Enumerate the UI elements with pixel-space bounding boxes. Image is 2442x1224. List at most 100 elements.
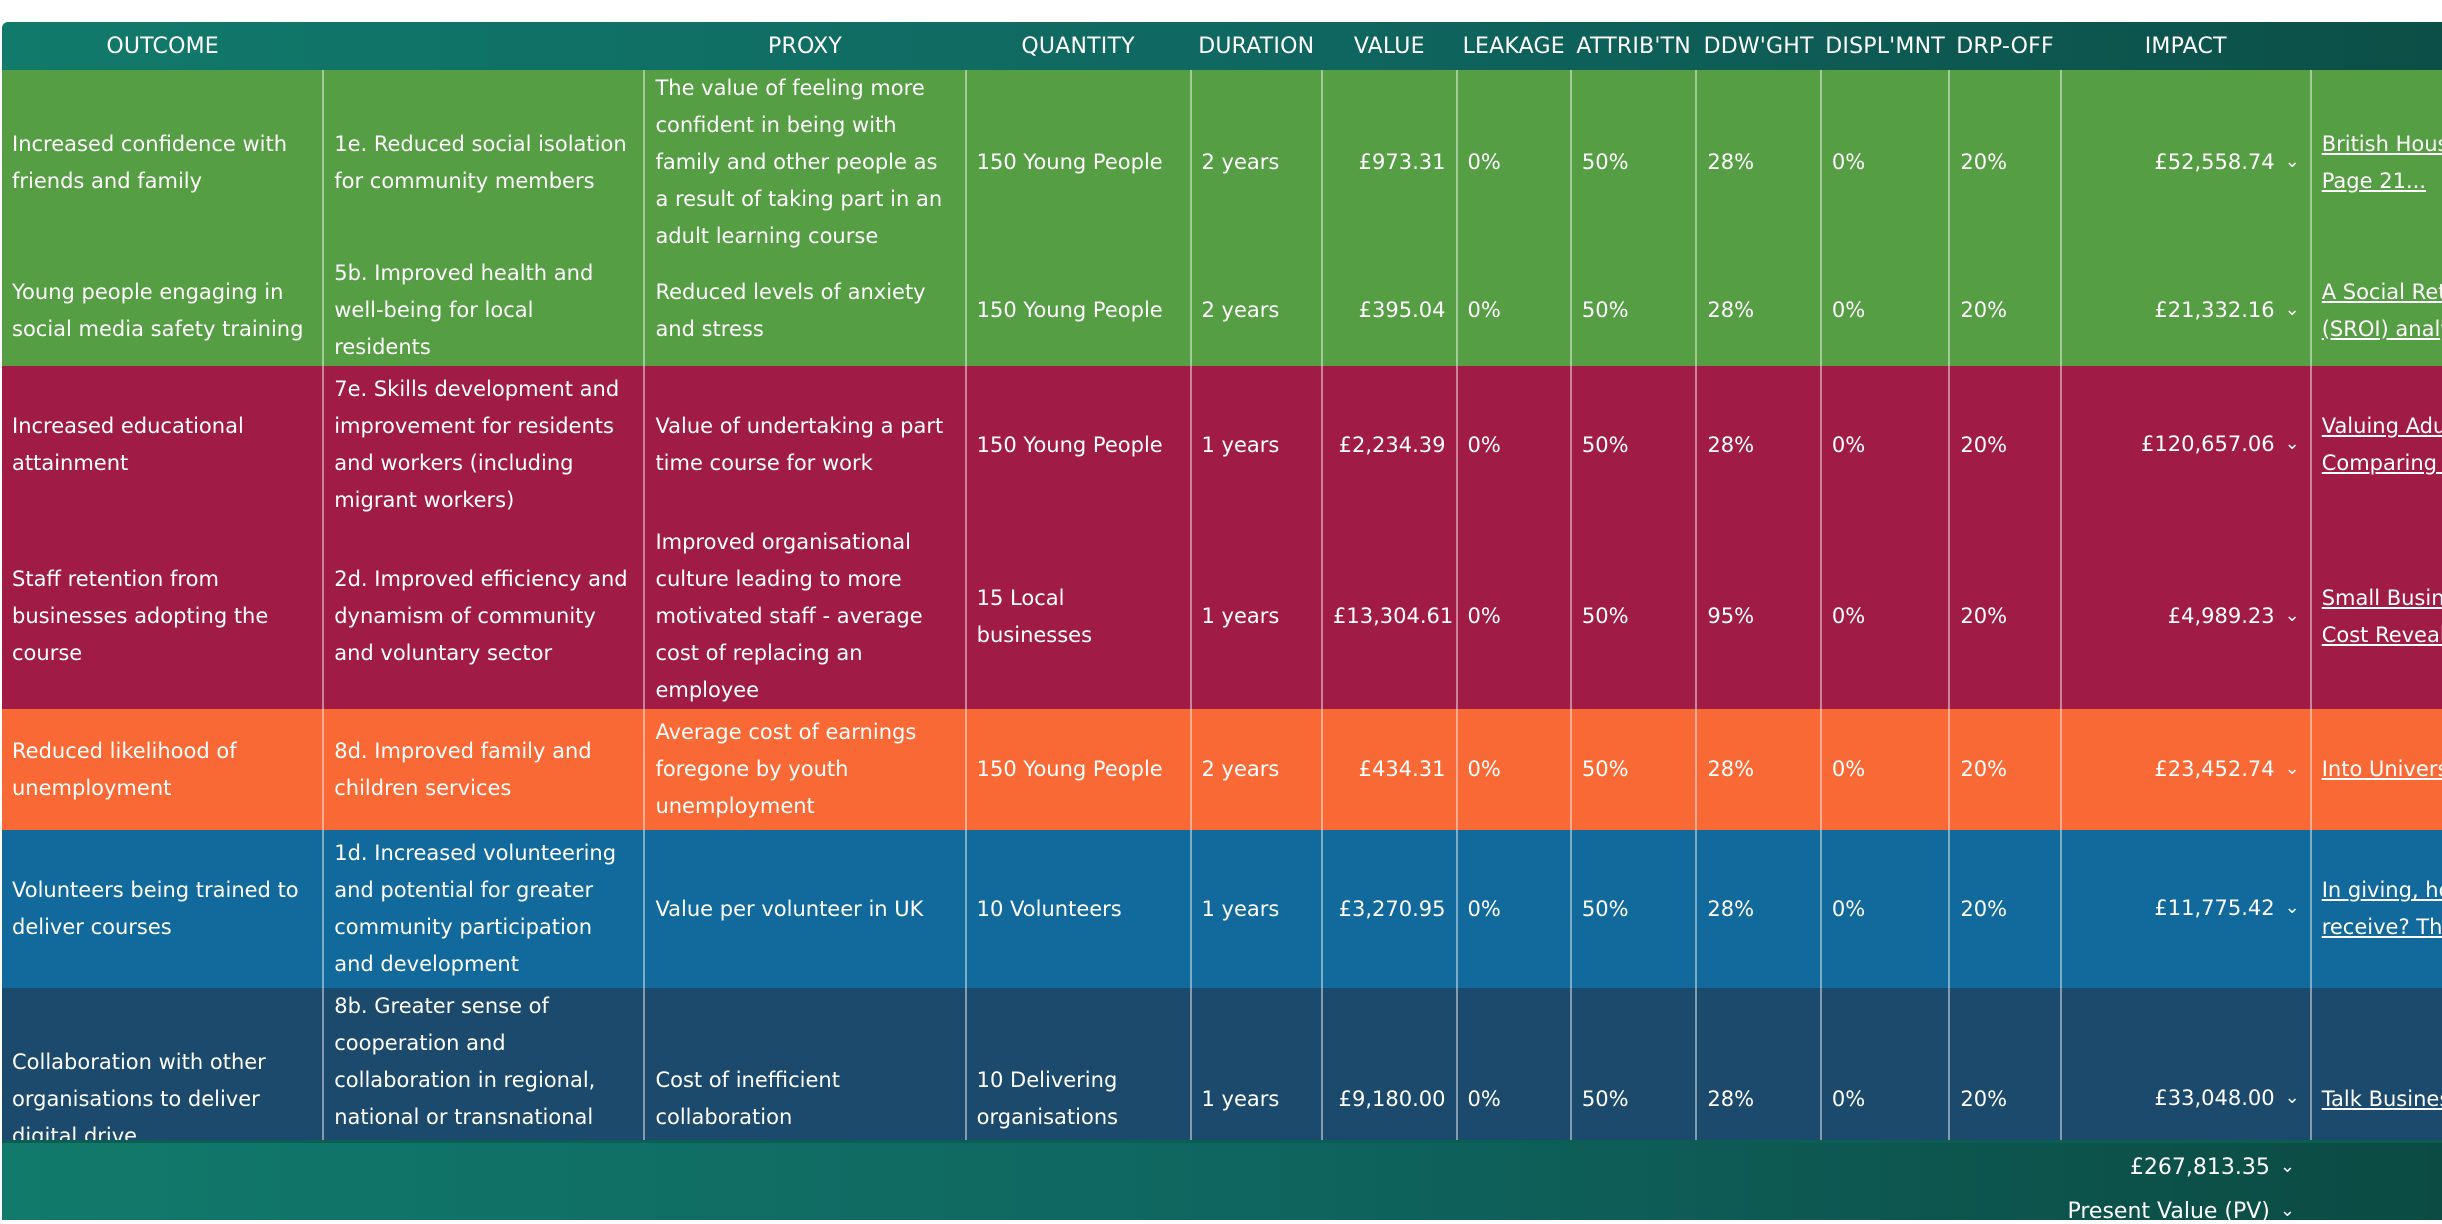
impact-cell[interactable]: £52,558.74 ⌄ xyxy=(2059,70,2311,255)
displacement-cell: 0% xyxy=(1819,524,1950,709)
outcome-category-cell: 2d. Improved efficiency and dynamism of … xyxy=(322,524,645,709)
impact-value: £120,657.06 xyxy=(2141,432,2275,456)
value-cell: £973.31 xyxy=(1321,70,1457,255)
table-footer: £267,813.35 ⌄ Present Value (PV) ⌄ xyxy=(2,1140,2442,1224)
source-link[interactable]: Valuing Adul xyxy=(2321,414,2442,438)
chevron-down-icon[interactable]: ⌄ xyxy=(2284,757,2300,779)
source-link[interactable]: In giving, how xyxy=(2321,878,2442,902)
deadweight-cell: 95% xyxy=(1695,524,1821,709)
quantity-cell: 150 Young People xyxy=(964,366,1191,524)
proxy-cell: Value of undertaking a part time course … xyxy=(643,366,966,524)
proxy-cell: The value of feeling more confident in b… xyxy=(643,70,966,255)
dropoff-cell: 20% xyxy=(1948,830,2061,988)
chevron-down-icon[interactable]: ⌄ xyxy=(2284,433,2300,454)
impact-table: OUTCOME PROXY QUANTITY DURATION VALUE LE… xyxy=(2,22,2442,1210)
header-quantity[interactable]: QUANTITY xyxy=(1021,33,1135,59)
header-attribution[interactable]: ATTRIB'TN xyxy=(1576,33,1691,59)
header-duration[interactable]: DURATION xyxy=(1198,33,1315,59)
outcome-category-cell: 7e. Skills development and improvement f… xyxy=(322,366,645,524)
value-cell: £434.31 xyxy=(1321,709,1457,830)
deadweight-cell: 28% xyxy=(1695,70,1821,255)
proxy-cell: Value per volunteer in UK xyxy=(643,830,966,988)
chevron-down-icon[interactable]: ⌄ xyxy=(2279,1156,2295,1177)
header-value[interactable]: VALUE xyxy=(1353,33,1425,59)
source-cell: Valuing Adul Comparing W xyxy=(2309,366,2442,524)
dropoff-cell: 20% xyxy=(1948,366,2061,524)
header-displacement[interactable]: DISPL'MNT xyxy=(1825,33,1945,59)
source-link[interactable]: Into Univers xyxy=(2321,757,2442,781)
impact-cell[interactable]: £11,775.42 ⌄ xyxy=(2059,830,2311,988)
source-link[interactable]: Talk Busines xyxy=(2321,1086,2442,1111)
leakage-cell: 0% xyxy=(1455,524,1571,709)
outcome-cell: Increased confidence with friends and fa… xyxy=(2,70,324,255)
header-deadweight[interactable]: DDW'GHT xyxy=(1703,33,1814,59)
table-row: Young people engaging in social media sa… xyxy=(2,255,2442,366)
source-link-continued[interactable]: Cost Reveale xyxy=(2321,622,2442,647)
chevron-down-icon[interactable]: ⌄ xyxy=(2279,1200,2295,1221)
attribution-cell: 50% xyxy=(1569,70,1697,255)
source-cell: British Hous Page 21... xyxy=(2309,70,2442,255)
impact-cell[interactable]: £23,452.74 ⌄ xyxy=(2059,709,2311,830)
impact-table-container: OUTCOME PROXY QUANTITY DURATION VALUE LE… xyxy=(2,22,2442,1220)
impact-cell[interactable]: £120,657.06 ⌄ xyxy=(2059,366,2311,524)
proxy-cell: Average cost of earnings foregone by you… xyxy=(643,709,966,830)
header-dropoff[interactable]: DRP-OFF xyxy=(1956,33,2054,59)
impact-cell[interactable]: £21,332.16 ⌄ xyxy=(2059,255,2311,366)
source-link-continued[interactable]: Comparing W xyxy=(2321,451,2442,475)
source-link-continued[interactable]: Page 21... xyxy=(2321,168,2426,193)
impact-value: £21,332.16 xyxy=(2154,297,2275,322)
leakage-cell: 0% xyxy=(1455,366,1571,524)
leakage-cell: 0% xyxy=(1455,709,1571,830)
deadweight-cell: 28% xyxy=(1695,255,1821,366)
table-row: Volunteers being trained to deliver cour… xyxy=(2,830,2442,988)
outcome-cell: Volunteers being trained to deliver cour… xyxy=(2,830,324,988)
source-link[interactable]: British Hous xyxy=(2321,131,2442,156)
source-link-continued[interactable]: (SROI) analy xyxy=(2321,316,2442,341)
chevron-down-icon[interactable]: ⌄ xyxy=(2284,897,2300,918)
quantity-cell: 150 Young People xyxy=(964,255,1191,366)
source-cell: In giving, how receive? The xyxy=(2309,830,2442,988)
header-outcome-category xyxy=(323,22,644,70)
value-cell: £13,304.61 xyxy=(1321,524,1457,709)
present-value[interactable]: Present Value (PV) ⌄ xyxy=(2067,1199,2295,1224)
displacement-cell: 0% xyxy=(1819,70,1950,255)
outcome-category-cell: 8d. Improved family and children service… xyxy=(322,709,645,830)
impact-value: £4,989.23 xyxy=(2167,603,2275,628)
table-row: Increased educational attainment 7e. Skil… xyxy=(2,366,2442,524)
quantity-cell: 10 Volunteers xyxy=(964,830,1191,988)
chevron-down-icon[interactable]: ⌄ xyxy=(2284,604,2300,626)
outcome-category-cell: 1e. Reduced social isolation for communi… xyxy=(322,70,645,255)
source-cell: A Social Retu (SROI) analy xyxy=(2309,255,2442,366)
quantity-cell: 150 Young People xyxy=(964,70,1191,255)
attribution-cell: 50% xyxy=(1569,255,1697,366)
header-leakage[interactable]: LEAKAGE xyxy=(1462,33,1565,59)
deadweight-cell: 28% xyxy=(1695,709,1821,830)
outcome-cell: Staff retention from businesses adopting… xyxy=(2,524,324,709)
value-cell: £395.04 xyxy=(1321,255,1457,366)
chevron-down-icon[interactable]: ⌄ xyxy=(2284,1087,2300,1108)
duration-cell: 2 years xyxy=(1189,70,1322,255)
header-outcome[interactable]: OUTCOME xyxy=(106,33,219,59)
header-source[interactable]: S xyxy=(2311,22,2442,70)
total-impact[interactable]: £267,813.35 ⌄ xyxy=(2130,1155,2295,1180)
impact-cell[interactable]: £4,989.23 ⌄ xyxy=(2059,524,2311,709)
proxy-cell: Reduced levels of anxiety and stress xyxy=(643,255,966,366)
duration-cell: 2 years xyxy=(1189,255,1322,366)
outcome-cell: Increased educational attainment xyxy=(2,366,324,524)
deadweight-cell: 28% xyxy=(1695,830,1821,988)
header-proxy[interactable]: PROXY xyxy=(768,33,843,59)
displacement-cell: 0% xyxy=(1819,709,1950,830)
displacement-cell: 0% xyxy=(1819,830,1950,988)
source-link[interactable]: Small Busine xyxy=(2321,585,2442,610)
table-row: Reduced likelihood of unemployment 8d. Im… xyxy=(2,709,2442,830)
dropoff-cell: 20% xyxy=(1948,70,2061,255)
present-value-label: Present Value (PV) xyxy=(2067,1199,2270,1224)
header-impact[interactable]: IMPACT xyxy=(2144,33,2227,59)
quantity-cell: 15 Local businesses xyxy=(964,524,1191,709)
source-link-continued[interactable]: receive? The xyxy=(2321,915,2442,939)
source-link[interactable]: A Social Retu xyxy=(2321,279,2442,304)
chevron-down-icon[interactable]: ⌄ xyxy=(2284,150,2300,172)
quantity-cell: 150 Young People xyxy=(964,709,1191,830)
attribution-cell: 50% xyxy=(1569,830,1697,988)
chevron-down-icon[interactable]: ⌄ xyxy=(2284,298,2300,320)
